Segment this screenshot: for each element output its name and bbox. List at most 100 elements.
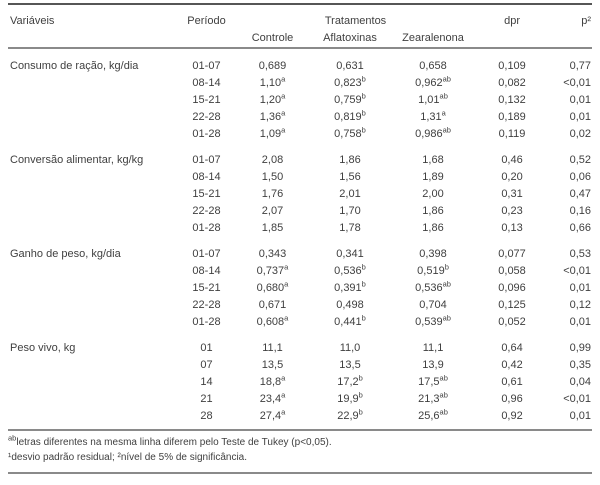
dpr-cell: 0,20 xyxy=(501,171,523,183)
zearalenona-cell: 25,6ab xyxy=(418,407,448,422)
p-cell: 0,53 xyxy=(569,248,592,260)
p-cell: 0,99 xyxy=(569,342,592,354)
variavel-cell xyxy=(8,391,178,408)
dpr-cell: 0,189 xyxy=(498,111,526,123)
table-row: 08-14 0,737a 0,536b 0,519b 0,058 <0,01 xyxy=(8,263,592,280)
dpr-cell: 0,64 xyxy=(501,342,523,354)
variavel-cell xyxy=(8,169,178,186)
p-cell: 0,01 xyxy=(569,94,592,106)
variavel-cell xyxy=(8,126,178,143)
table-row: 15-21 0,680a 0,391b 0,536ab 0,096 0,01 xyxy=(8,280,592,297)
aflatoxinas-cell: 1,70 xyxy=(339,205,361,217)
p-cell: 0,66 xyxy=(569,222,592,234)
variavel-cell xyxy=(8,186,178,203)
controle-cell: 1,76 xyxy=(261,188,284,200)
p-cell: 0,77 xyxy=(569,60,592,72)
dpr-cell: 0,13 xyxy=(501,222,523,234)
variavel-cell: Ganho de peso, kg/dia xyxy=(10,248,121,260)
p-cell: <0,01 xyxy=(563,393,592,405)
aflatoxinas-cell: 22,9b xyxy=(337,407,363,422)
table-section: Ganho de peso, kg/dia 01-07 0,343 0,341 … xyxy=(8,237,592,331)
table-row: 22-28 2,07 1,70 1,86 0,23 0,16 xyxy=(8,203,592,220)
zearalenona-cell: 1,68 xyxy=(422,154,444,166)
zearalenona-cell: 0,536ab xyxy=(415,279,451,294)
column-header-variaveis: Variáveis xyxy=(10,15,55,27)
table-row: 01-28 1,85 1,78 1,86 0,13 0,66 xyxy=(8,220,592,237)
periodo-cell: 01-07 xyxy=(192,154,221,166)
aflatoxinas-cell: 0,391b xyxy=(334,279,366,294)
p-cell: 0,01 xyxy=(569,316,592,328)
variavel-cell xyxy=(8,408,178,430)
dpr-cell: 0,23 xyxy=(501,205,523,217)
column-header-controle: Controle xyxy=(251,32,294,44)
table-section: Consumo de ração, kg/dia 01-07 0,689 0,6… xyxy=(8,48,592,143)
footnotes: abletras diferentes na mesma linha difer… xyxy=(8,431,592,474)
zearalenona-cell: 0,398 xyxy=(419,248,447,260)
aflatoxinas-cell: 1,78 xyxy=(339,222,361,234)
variavel-cell: Conversão alimentar, kg/kg xyxy=(10,154,144,166)
dpr-cell: 0,96 xyxy=(501,393,523,405)
variavel-cell xyxy=(8,357,178,374)
zearalenona-cell: 1,01ab xyxy=(418,91,448,106)
dpr-cell: 0,119 xyxy=(498,128,526,140)
controle-cell: 1,10a xyxy=(259,74,286,89)
variavel-cell xyxy=(8,263,178,280)
aflatoxinas-cell: 0,823b xyxy=(334,74,366,89)
footnote-tukey-superscript: ab xyxy=(8,433,17,443)
periodo-cell: 07 xyxy=(200,359,213,371)
variavel-cell xyxy=(8,109,178,126)
zearalenona-cell: 11,1 xyxy=(422,342,444,354)
p-cell: 0,01 xyxy=(569,282,592,294)
zearalenona-cell: 0,539ab xyxy=(415,313,451,328)
variavel-cell xyxy=(8,75,178,92)
table-row: 01-28 1,09a 0,758b 0,986ab 0,119 0,02 xyxy=(8,126,592,143)
controle-cell: 18,8a xyxy=(259,373,286,388)
aflatoxinas-cell: 0,631 xyxy=(336,60,364,72)
periodo-cell: 01-28 xyxy=(192,128,221,140)
table-row: 21 23,4a 19,9b 21,3ab 0,96 <0,01 xyxy=(8,391,592,408)
periodo-cell: 14 xyxy=(200,376,213,388)
controle-cell: 13,5 xyxy=(261,359,284,371)
periodo-cell: 01 xyxy=(200,342,213,354)
zearalenona-cell: 13,9 xyxy=(422,359,444,371)
periodo-cell: 08-14 xyxy=(192,171,221,183)
p-cell: 0,01 xyxy=(569,111,592,123)
aflatoxinas-cell: 0,498 xyxy=(336,299,364,311)
dpr-cell: 0,92 xyxy=(501,410,523,422)
p-cell: 0,35 xyxy=(569,359,592,371)
p-cell: 0,47 xyxy=(569,188,592,200)
zearalenona-cell: 0,519b xyxy=(417,262,449,277)
controle-cell: 1,50 xyxy=(261,171,284,183)
zearalenona-cell: 17,5ab xyxy=(418,373,448,388)
zearalenona-cell: 1,86 xyxy=(422,222,444,234)
controle-cell: 1,85 xyxy=(261,222,284,234)
footnote-tukey-text: letras diferentes na mesma linha diferem… xyxy=(16,437,332,448)
zearalenona-cell: 0,986ab xyxy=(415,125,451,140)
controle-cell: 2,08 xyxy=(261,154,284,166)
periodo-cell: 28 xyxy=(200,410,213,422)
periodo-cell: 01-07 xyxy=(192,60,221,72)
dpr-cell: 0,132 xyxy=(498,94,526,106)
zearalenona-cell: 1,31a xyxy=(420,108,446,123)
dpr-cell: 0,109 xyxy=(498,60,526,72)
variavel-cell: Consumo de ração, kg/dia xyxy=(10,60,139,72)
aflatoxinas-cell: 1,86 xyxy=(339,154,361,166)
p-cell: 0,52 xyxy=(569,154,592,166)
table-section: Conversão alimentar, kg/kg 01-07 2,08 1,… xyxy=(8,143,592,237)
table-row: Ganho de peso, kg/dia 01-07 0,343 0,341 … xyxy=(8,237,592,263)
aflatoxinas-cell: 1,56 xyxy=(339,171,361,183)
footnote-definitions-text: ¹desvio padrão residual; ²nível de 5% de… xyxy=(8,452,248,463)
periodo-cell: 08-14 xyxy=(192,265,221,277)
zearalenona-cell: 2,00 xyxy=(422,188,444,200)
controle-cell: 1,36a xyxy=(259,108,286,123)
aflatoxinas-cell: 0,759b xyxy=(334,91,366,106)
variavel-cell xyxy=(8,203,178,220)
aflatoxinas-cell: 17,2b xyxy=(337,373,363,388)
dpr-cell: 0,42 xyxy=(501,359,523,371)
table-row: 28 27,4a 22,9b 25,6ab 0,92 0,01 xyxy=(8,408,592,430)
aflatoxinas-cell: 11,0 xyxy=(339,342,361,354)
dpr-cell: 0,31 xyxy=(501,188,523,200)
table-row: 01-28 0,608a 0,441b 0,539ab 0,052 0,01 xyxy=(8,314,592,331)
dpr-cell: 0,61 xyxy=(501,376,523,388)
variavel-cell xyxy=(8,297,178,314)
